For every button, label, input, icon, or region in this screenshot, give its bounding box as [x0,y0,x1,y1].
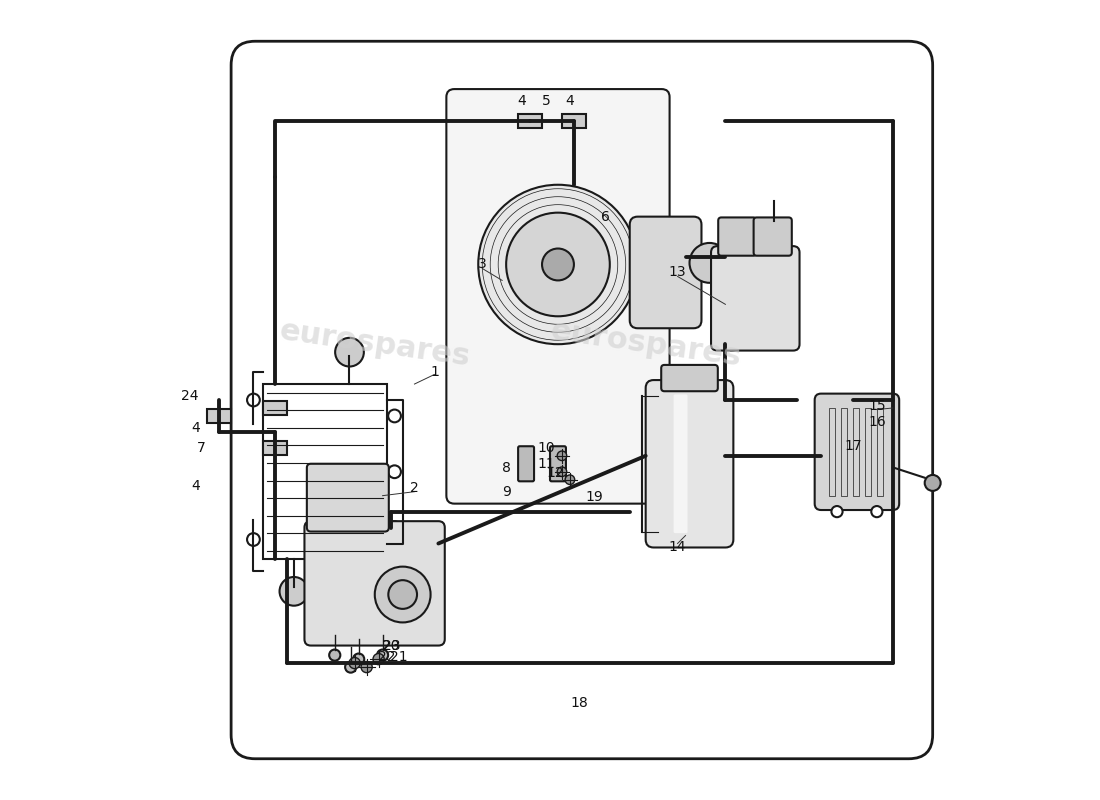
FancyBboxPatch shape [754,218,792,256]
Circle shape [478,185,638,344]
Text: 8: 8 [502,461,510,474]
Circle shape [377,650,388,661]
FancyBboxPatch shape [305,521,444,646]
Text: 9: 9 [502,485,510,498]
FancyBboxPatch shape [550,446,565,482]
Circle shape [388,580,417,609]
Circle shape [373,654,384,665]
Circle shape [388,521,400,534]
Circle shape [361,662,372,673]
Text: 14: 14 [669,541,686,554]
FancyBboxPatch shape [447,89,670,504]
Text: eurospares: eurospares [548,317,742,372]
Circle shape [690,243,729,283]
Bar [562,114,586,128]
Bar [263,441,287,455]
Text: 4: 4 [191,479,199,493]
Circle shape [248,533,260,546]
Bar [207,409,231,423]
Text: 18: 18 [571,696,588,710]
Text: eurospares: eurospares [277,317,472,372]
FancyBboxPatch shape [661,365,718,391]
Text: 21: 21 [389,650,407,664]
Text: 10: 10 [537,441,554,455]
Text: 19: 19 [585,490,603,504]
Circle shape [832,506,843,517]
Circle shape [925,475,940,491]
Text: 11: 11 [537,457,554,470]
Circle shape [353,654,364,665]
FancyBboxPatch shape [629,217,702,328]
Text: 12: 12 [547,466,564,480]
Text: 4: 4 [191,421,199,435]
Circle shape [349,658,361,669]
Circle shape [279,577,308,606]
Circle shape [248,394,260,406]
Bar [865,408,871,496]
Text: 6: 6 [602,210,610,224]
Text: 20: 20 [382,638,399,653]
Bar [829,408,835,496]
Text: 1: 1 [430,365,439,379]
Text: 2: 2 [410,481,419,494]
Circle shape [506,213,609,316]
Text: 13: 13 [669,266,686,279]
Circle shape [336,338,364,366]
Text: 23: 23 [384,638,400,653]
FancyBboxPatch shape [307,464,388,531]
FancyBboxPatch shape [518,446,535,482]
Bar [263,401,287,415]
Text: 4: 4 [518,94,527,108]
Circle shape [558,451,566,461]
Circle shape [565,475,574,485]
Circle shape [388,410,400,422]
Circle shape [345,662,356,673]
Text: 5: 5 [541,94,550,108]
Text: 3: 3 [477,258,486,271]
Bar [877,408,883,496]
FancyBboxPatch shape [718,218,757,256]
Circle shape [375,566,430,622]
Text: 4: 4 [565,94,574,108]
Text: 16: 16 [868,415,886,430]
Circle shape [388,466,400,478]
Circle shape [558,467,566,477]
FancyBboxPatch shape [673,394,688,533]
FancyBboxPatch shape [646,380,734,547]
Circle shape [329,650,340,661]
FancyBboxPatch shape [815,394,899,510]
Circle shape [871,506,882,517]
Bar [852,408,859,496]
FancyBboxPatch shape [711,246,800,350]
Circle shape [542,249,574,281]
Bar [263,384,386,559]
Text: 17: 17 [844,439,861,454]
Text: 24: 24 [180,389,198,403]
Text: 22: 22 [377,650,395,664]
Bar [518,114,542,128]
Bar [842,408,847,496]
Text: 15: 15 [868,399,886,414]
Text: 7: 7 [197,441,206,455]
